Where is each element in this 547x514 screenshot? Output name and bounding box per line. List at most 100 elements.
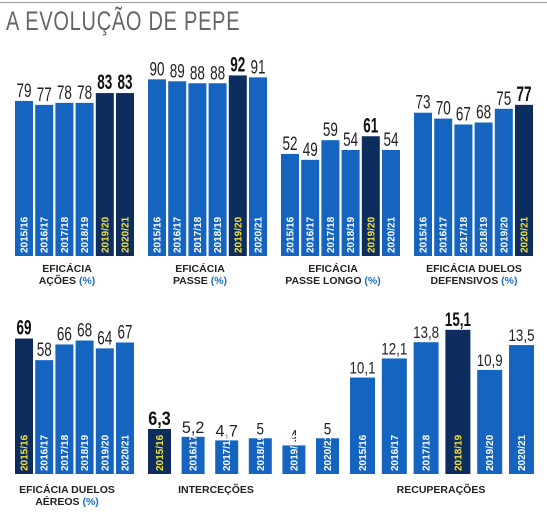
data-label: 5,2 <box>182 418 205 437</box>
category-label: 2019/20 <box>100 216 111 253</box>
bar <box>509 345 534 474</box>
bar <box>445 329 471 474</box>
data-label: 5 <box>324 419 332 438</box>
data-label: 70 <box>436 99 451 120</box>
data-label: 52 <box>283 134 298 155</box>
category-label: 2020/21 <box>520 216 531 253</box>
data-label: 90 <box>150 59 165 80</box>
category-label: 2015/16 <box>20 434 31 471</box>
data-label: 4 <box>290 426 298 445</box>
category-label: 2020/21 <box>517 434 528 471</box>
category-label: 2020/21 <box>121 434 132 471</box>
chart-panel-7: 10,1 2015/16 12,1 2016/17 13,8 2017/18 15,1 201… <box>350 310 535 496</box>
category-label: 2016/17 <box>40 216 51 253</box>
data-label: 91 <box>251 57 266 78</box>
title-rule <box>0 2 547 3</box>
chart-panel-5: 69 2015/16 58 2016/17 66 2017/18 68 2018/19 64 20… <box>15 317 134 508</box>
unit-label: (%) <box>80 496 99 508</box>
data-label: 89 <box>170 61 185 82</box>
chart-label: EFICÁCIA <box>308 262 358 275</box>
bar <box>494 108 513 257</box>
bar <box>316 438 339 474</box>
category-label: 2020/21 <box>121 216 132 253</box>
data-label: 73 <box>416 93 431 114</box>
data-label: 67 <box>456 104 471 125</box>
chart-label: AÉREOS (%) <box>35 495 99 508</box>
data-label: 12,1 <box>381 339 407 358</box>
category-label: 2015/16 <box>358 434 369 471</box>
data-label: 54 <box>343 130 358 151</box>
bar <box>168 81 187 256</box>
bar <box>413 342 439 474</box>
category-label: 2015/16 <box>286 216 297 253</box>
chart-label: DEFENSIVOS (%) <box>431 275 518 287</box>
data-label: 66 <box>57 324 72 345</box>
bar <box>188 83 207 256</box>
bar <box>434 118 453 256</box>
page-title: A EVOLUÇÃO DE PEPE <box>6 6 241 36</box>
bar <box>35 104 54 256</box>
bar <box>361 136 380 256</box>
data-label: 78 <box>77 83 92 104</box>
bar <box>301 159 320 256</box>
data-label: 77 <box>37 85 52 106</box>
data-label: 10,1 <box>350 359 376 378</box>
category-label: 2017/18 <box>222 434 233 471</box>
bar <box>75 102 94 256</box>
data-label: 59 <box>323 120 338 141</box>
chart-label: EFICÁCIA <box>175 262 225 275</box>
data-label: 61 <box>363 114 378 137</box>
chart-label: PASSE (%) <box>173 275 227 287</box>
data-label: 15,1 <box>445 310 471 331</box>
category-label: 2018/19 <box>80 434 91 471</box>
category-label: 2019/20 <box>100 434 111 471</box>
data-label: 88 <box>210 63 225 84</box>
chart-label: AÇÕES (%) <box>39 274 96 287</box>
category-label: 2015/16 <box>20 216 31 253</box>
bar <box>381 358 407 474</box>
bar <box>282 445 306 474</box>
bar <box>116 342 134 474</box>
bar <box>15 338 33 474</box>
bar <box>321 140 340 256</box>
bar <box>350 377 375 474</box>
bar <box>228 75 247 257</box>
bar <box>148 79 166 256</box>
category-label: 2017/18 <box>60 216 71 253</box>
category-label: 2020/21 <box>254 216 265 253</box>
data-label: 79 <box>17 81 32 102</box>
chart-label: INTERCEÇÕES <box>178 483 254 496</box>
category-label: 2017/18 <box>326 216 337 253</box>
category-label: 2018/19 <box>256 434 267 471</box>
category-label: 2019/20 <box>289 434 300 471</box>
category-label: 2018/19 <box>80 216 91 253</box>
data-label: 69 <box>17 317 32 340</box>
unit-label: (%) <box>208 275 227 287</box>
data-label: 68 <box>77 321 92 342</box>
data-label: 54 <box>384 130 399 151</box>
unit-label: (%) <box>361 275 380 287</box>
category-label: 2020/21 <box>323 434 334 471</box>
data-label: 67 <box>118 322 133 343</box>
category-label: 2019/20 <box>499 216 510 253</box>
bar <box>95 93 114 256</box>
data-label: 6,3 <box>148 409 171 430</box>
category-label: 2019/20 <box>233 216 244 253</box>
category-label: 2016/17 <box>173 216 184 253</box>
category-label: 2017/18 <box>459 216 470 253</box>
data-label: 13,5 <box>509 326 535 345</box>
bar <box>55 344 74 474</box>
data-label: 77 <box>517 83 532 106</box>
data-label: 13,8 <box>413 323 439 342</box>
bar <box>341 149 360 256</box>
category-label: 2016/17 <box>40 434 51 471</box>
chart-label: EFICÁCIA <box>42 262 92 275</box>
category-label: 2016/17 <box>306 216 317 253</box>
unit-label: (%) <box>76 275 95 287</box>
bar <box>454 124 473 256</box>
category-label: 2017/18 <box>60 434 71 471</box>
data-label: 83 <box>118 71 133 94</box>
chart-panel-4: 73 2015/16 70 2016/17 67 2017/18 68 2018/19 75 20… <box>414 83 533 287</box>
